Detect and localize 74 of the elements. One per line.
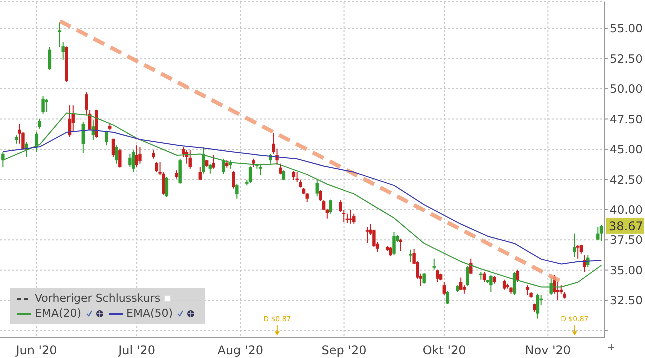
candlestick — [198, 166, 202, 182]
candlestick — [502, 279, 506, 290]
x-tick-label: Sep '20 — [322, 344, 367, 358]
legend-label: EMA(50) — [126, 306, 174, 321]
x-tick-label: Aug '20 — [218, 344, 264, 358]
candlestick — [389, 246, 393, 258]
y-tick-label: 55.00 — [610, 22, 643, 36]
candlestick — [446, 290, 450, 306]
candlestick — [248, 166, 252, 184]
candlestick — [135, 145, 138, 168]
candlestick — [132, 150, 136, 173]
candlestick — [516, 269, 520, 283]
x-tick-label: Nov '20 — [525, 344, 572, 358]
y-tick-label: 50.00 — [610, 82, 643, 96]
candlestick — [178, 158, 182, 184]
candlestick — [236, 183, 239, 200]
candlestick — [258, 163, 262, 176]
candlestick — [188, 150, 192, 170]
candlestick — [292, 170, 296, 182]
candlestick — [600, 224, 604, 242]
candlestick — [118, 148, 122, 168]
candlestick — [432, 258, 436, 270]
candlestick — [48, 46, 52, 70]
candlestick — [596, 226, 600, 242]
candlestick — [279, 163, 282, 176]
y-tick-label: 37.50 — [610, 233, 643, 248]
candlestick — [409, 249, 413, 263]
candlestick — [329, 199, 332, 214]
legend-label: EMA(20) — [35, 306, 82, 321]
candlestick — [202, 146, 206, 174]
y-tick-label: 40.00 — [610, 202, 643, 217]
candlestick — [442, 282, 446, 296]
y-tick-label: 32.50 — [610, 294, 643, 308]
y-tick-label: 35.00 — [610, 263, 643, 278]
candlestick — [105, 130, 108, 146]
candlestick — [316, 180, 319, 198]
candlestick — [232, 170, 236, 190]
candlestick — [583, 255, 586, 273]
candlestick — [115, 145, 118, 164]
candlestick — [296, 172, 299, 183]
candlestick — [319, 190, 322, 202]
candlestick — [212, 154, 216, 170]
candlestick — [128, 153, 132, 168]
candlestick — [112, 138, 116, 158]
candlestick — [138, 146, 142, 164]
candlestick — [366, 226, 370, 244]
y-tick-label: 47.50 — [610, 112, 643, 126]
candlestick — [165, 176, 169, 198]
candlestick — [490, 275, 493, 293]
y-tick-label: 52.50 — [610, 52, 643, 66]
candlestick — [222, 158, 226, 176]
candlestick — [349, 209, 352, 224]
x-tick-label: Jul '20 — [118, 344, 156, 358]
candlestick — [422, 272, 426, 284]
candlestick — [208, 163, 212, 174]
candlestick — [536, 293, 540, 320]
candlestick — [38, 118, 42, 130]
candlestick — [482, 272, 486, 283]
candlestick — [42, 96, 45, 114]
y-tick-label: 42.50 — [610, 172, 643, 187]
y-tick-label: 45.00 — [610, 142, 643, 157]
candlestick — [436, 269, 440, 283]
candlestick — [392, 232, 396, 256]
candlestick — [155, 162, 159, 173]
candlestick — [576, 245, 580, 260]
candlestick — [573, 233, 576, 258]
candlestick — [460, 277, 463, 291]
legend-label: Vorheriger Schlusskurs — [35, 291, 161, 306]
x-tick-label: Jun '20 — [15, 344, 58, 358]
candlestick — [526, 285, 530, 296]
candlestick — [352, 213, 356, 224]
candlestick — [282, 170, 286, 182]
annotation: 38.67 — [609, 219, 644, 234]
x-tick-label: Okt '20 — [422, 344, 466, 358]
